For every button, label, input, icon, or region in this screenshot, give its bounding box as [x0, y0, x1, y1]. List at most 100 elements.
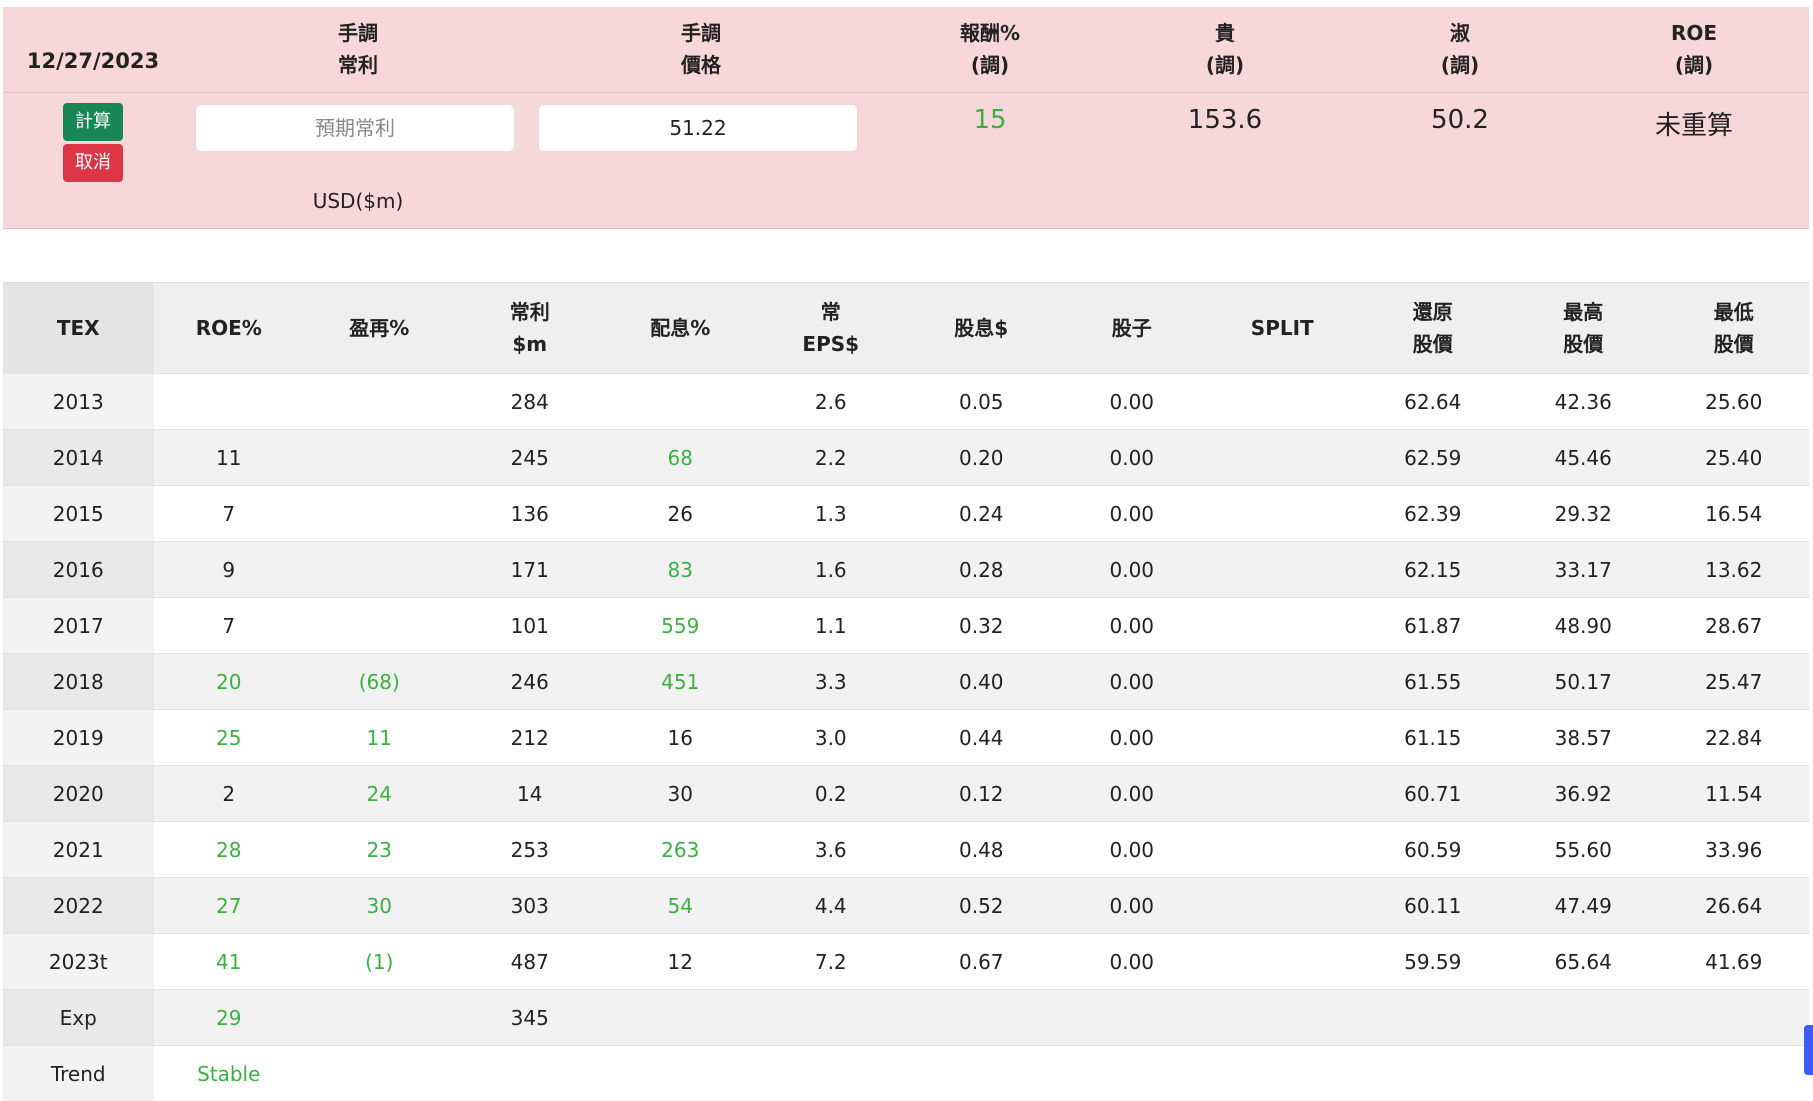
- table-cell: 26: [605, 486, 756, 542]
- table-cell: [605, 990, 756, 1046]
- price-input[interactable]: 51.22: [538, 104, 858, 152]
- table-cell: 2.2: [756, 430, 907, 486]
- table-cell: 83: [605, 542, 756, 598]
- table-cell: 3.6: [756, 822, 907, 878]
- header-line: 股息$: [907, 312, 1056, 344]
- table-cell: 33.96: [1659, 822, 1810, 878]
- table-cell: [906, 1046, 1057, 1101]
- header-line: 常利: [456, 296, 605, 328]
- table-cell: 1.6: [756, 542, 907, 598]
- table-cell: 14: [455, 766, 606, 822]
- table-cell: (1): [304, 934, 455, 990]
- table-cell: 0.52: [906, 878, 1057, 934]
- table-cell: [1057, 990, 1208, 1046]
- column-header: 還原股價: [1358, 283, 1509, 374]
- table-cell: 33.17: [1508, 542, 1659, 598]
- table-cell: 0.00: [1057, 542, 1208, 598]
- header-line: EPS$: [757, 328, 906, 360]
- table-cell: 62.59: [1358, 430, 1509, 486]
- table-cell: [1207, 766, 1358, 822]
- scrollbar[interactable]: [1804, 1025, 1813, 1075]
- table-cell: 0.12: [906, 766, 1057, 822]
- panel-header: 淑(調): [1340, 17, 1580, 81]
- table-cell: 62.15: [1358, 542, 1509, 598]
- table-cell: 7: [154, 598, 305, 654]
- table-cell: 55.60: [1508, 822, 1659, 878]
- table-cell: 59.59: [1358, 934, 1509, 990]
- table-cell: 25.60: [1659, 374, 1810, 430]
- header-line: (調): [1105, 49, 1345, 81]
- table-cell: 0.20: [906, 430, 1057, 486]
- table-cell: 0.00: [1057, 486, 1208, 542]
- table-cell: 2: [154, 766, 305, 822]
- table-cell: [1358, 990, 1509, 1046]
- header-line: $m: [456, 328, 605, 360]
- table-cell: (68): [304, 654, 455, 710]
- result-value: 15: [870, 105, 1110, 135]
- table-cell: 27: [154, 878, 305, 934]
- table-cell: [304, 990, 455, 1046]
- column-header: 股息$: [906, 283, 1057, 374]
- panel-header: 手調價格: [581, 17, 821, 81]
- table-cell: 11: [154, 430, 305, 486]
- table-cell: 0.28: [906, 542, 1057, 598]
- table-cell: 62.39: [1358, 486, 1509, 542]
- table-cell: 345: [455, 990, 606, 1046]
- table-cell: 62.64: [1358, 374, 1509, 430]
- panel-header: 手調常利: [238, 17, 478, 81]
- header-line: 常: [757, 296, 906, 328]
- table-cell: 65.64: [1508, 934, 1659, 990]
- table-cell: 11: [304, 710, 455, 766]
- column-header: 盈再%: [304, 283, 455, 374]
- table-cell: 487: [455, 934, 606, 990]
- table-cell: 20: [154, 654, 305, 710]
- header-line: TEX: [4, 312, 153, 344]
- table-cell: [1207, 710, 1358, 766]
- header-line: 股子: [1058, 312, 1207, 344]
- table-cell: 171: [455, 542, 606, 598]
- calc-panel: 12/27/2023 計算 取消 預期常利 51.22 USD($m) 手調常利…: [3, 7, 1809, 229]
- table-cell: [605, 374, 756, 430]
- table-cell: 48.90: [1508, 598, 1659, 654]
- table-cell: 0.00: [1057, 710, 1208, 766]
- table-cell: [1659, 990, 1810, 1046]
- header-line: 股價: [1359, 328, 1508, 360]
- table-cell: [756, 990, 907, 1046]
- table-cell: 61.55: [1358, 654, 1509, 710]
- table-cell: 60.71: [1358, 766, 1509, 822]
- table-cell: 0.00: [1057, 934, 1208, 990]
- header-line: ROE: [1574, 17, 1813, 49]
- table-cell: [1207, 822, 1358, 878]
- table-cell: Stable: [154, 1046, 305, 1101]
- column-header: ROE%: [154, 283, 305, 374]
- table-cell: [1057, 1046, 1208, 1101]
- table-cell: 45.46: [1508, 430, 1659, 486]
- table-cell: 13.62: [1659, 542, 1810, 598]
- cancel-button[interactable]: 取消: [63, 144, 123, 182]
- table-cell: [1659, 1046, 1810, 1101]
- table-cell: [304, 1046, 455, 1101]
- table-cell: 2016: [3, 542, 154, 598]
- table-cell: 2014: [3, 430, 154, 486]
- table-cell: 28.67: [1659, 598, 1810, 654]
- table-cell: 16: [605, 710, 756, 766]
- profit-input[interactable]: 預期常利: [195, 104, 515, 152]
- panel-header: 貴(調): [1105, 17, 1345, 81]
- calculate-button[interactable]: 計算: [63, 103, 123, 141]
- table-cell: [1207, 486, 1358, 542]
- table-cell: 101: [455, 598, 606, 654]
- table-cell: 136: [455, 486, 606, 542]
- table-cell: 47.49: [1508, 878, 1659, 934]
- table-cell: 2013: [3, 374, 154, 430]
- header-line: (調): [1574, 49, 1813, 81]
- result-value: 153.6: [1105, 105, 1345, 135]
